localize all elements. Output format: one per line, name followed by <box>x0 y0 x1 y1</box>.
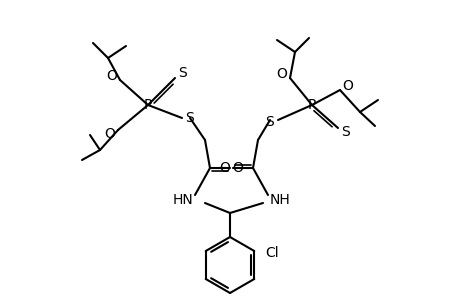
Text: S: S <box>265 115 274 129</box>
Text: O: O <box>342 79 353 93</box>
Text: P: P <box>144 98 152 112</box>
Text: NH: NH <box>269 193 290 207</box>
Text: O: O <box>232 161 243 175</box>
Text: S: S <box>185 111 194 125</box>
Text: S: S <box>178 66 187 80</box>
Text: Cl: Cl <box>265 246 279 260</box>
Text: S: S <box>341 125 350 139</box>
Text: O: O <box>219 161 230 175</box>
Text: O: O <box>104 127 115 141</box>
Text: HN: HN <box>172 193 193 207</box>
Text: O: O <box>276 67 287 81</box>
Text: O: O <box>106 69 117 83</box>
Text: P: P <box>307 98 315 112</box>
